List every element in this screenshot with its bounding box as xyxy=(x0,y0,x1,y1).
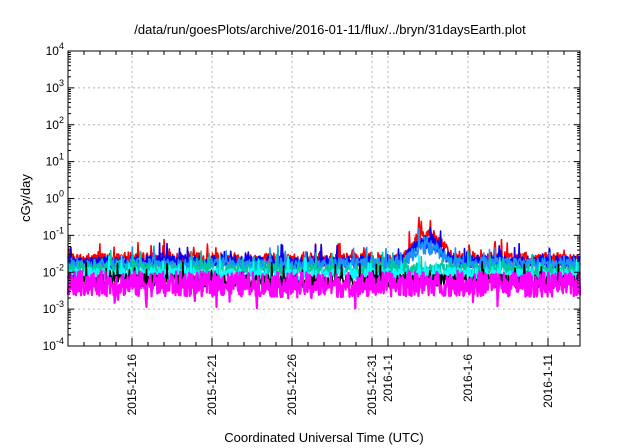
grid xyxy=(68,51,580,346)
x-tick-label: 2015-12-31 xyxy=(365,354,379,416)
x-tick-label: 2016-1-1 xyxy=(381,354,395,402)
y-tick-label: 100 xyxy=(46,189,64,206)
x-tick-label: 2016-1-6 xyxy=(461,354,475,402)
x-axis: 2015-12-16 2015-12-21 2015-12-26 2015-12-31… xyxy=(67,51,581,416)
series-line xyxy=(66,269,582,310)
x-tick-label: 2015-12-26 xyxy=(285,354,299,416)
x-tick-label: 2015-12-16 xyxy=(125,354,139,416)
chart-title: /data/run/goesPlots/archive/2016-01-11/f… xyxy=(134,22,526,37)
y-tick-label: 10-4 xyxy=(43,336,64,353)
y-tick-label: 102 xyxy=(46,115,64,132)
x-axis-label: Coordinated Universal Time (UTC) xyxy=(224,430,423,445)
y-tick-label: 104 xyxy=(46,41,64,58)
y-tick-label: 10-2 xyxy=(43,262,64,279)
y-tick-label: 10-1 xyxy=(43,225,64,242)
series-line xyxy=(67,249,581,278)
y-tick-label: 10-3 xyxy=(43,299,64,316)
x-tick-label: 2015-12-21 xyxy=(205,354,219,416)
series-group xyxy=(66,216,582,310)
y-axis: 10-4 10-3 10-2 10-1 100 101 102 103 104 xyxy=(43,41,580,353)
y-axis-label: cGy/day xyxy=(18,174,33,222)
y-tick-label: 101 xyxy=(46,152,64,169)
y-tick-label: 103 xyxy=(46,78,64,95)
x-tick-label: 2016-1-11 xyxy=(541,354,555,408)
